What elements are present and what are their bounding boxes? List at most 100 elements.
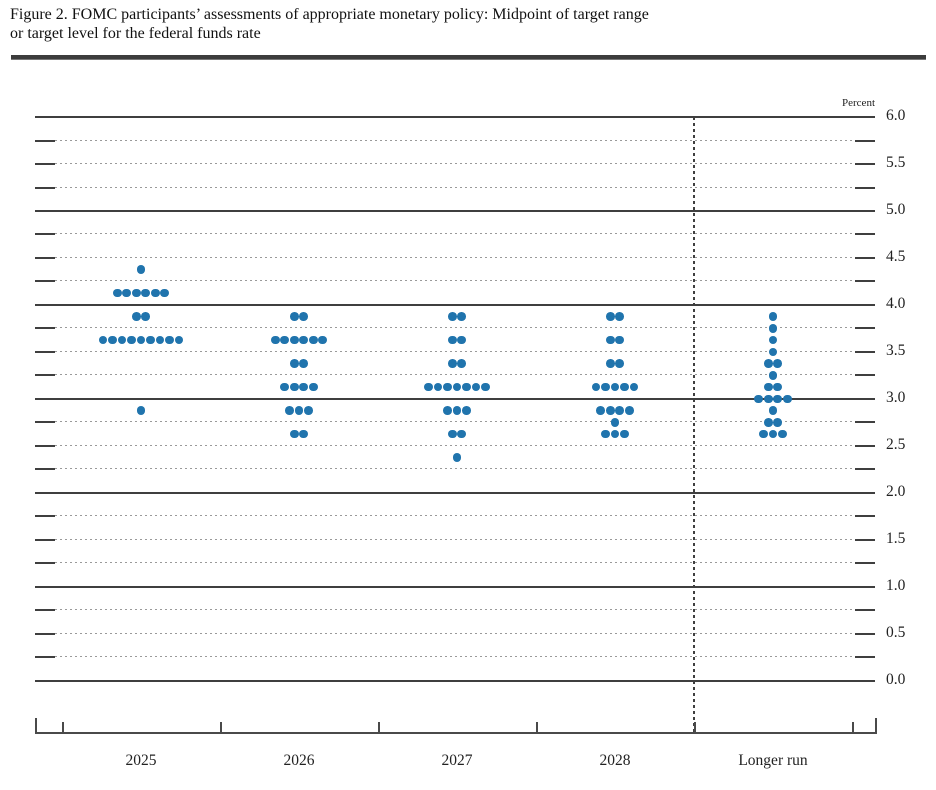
y-minor-tick-left: [35, 468, 55, 471]
fomc-dot: [768, 347, 778, 357]
x-axis-tick: [62, 722, 64, 732]
fomc-dot: [127, 335, 136, 345]
figure-title-line1: Figure 2. FOMC participants’ assessments…: [10, 6, 649, 23]
y-minor-tick-right: [855, 280, 875, 283]
fomc-dot: [605, 359, 615, 368]
fomc-dot: [754, 394, 764, 404]
fomc-dot: [610, 382, 620, 392]
figure-title-line2: or target level for the federal funds ra…: [10, 25, 261, 42]
gridline-solid: [35, 679, 875, 682]
fomc-dot: [447, 335, 457, 345]
y-minor-tick-right: [855, 327, 875, 330]
figure-title: Figure 2. FOMC participants’ assessments…: [10, 5, 910, 43]
fomc-dot: [289, 382, 299, 392]
y-minor-tick-left: [35, 139, 55, 142]
fomc-dot: [318, 335, 328, 345]
y-minor-tick-left: [35, 421, 55, 424]
fomc-dot: [112, 288, 122, 298]
fomc-dot: [763, 417, 773, 427]
fomc-dot: [174, 335, 184, 345]
gridline-dotted: [55, 656, 855, 659]
y-minor-tick-left: [35, 327, 55, 330]
fomc-dot: [299, 312, 309, 321]
x-axis-tick: [852, 722, 854, 732]
y-axis-label: 6.0: [886, 107, 906, 125]
fomc-dot: [778, 429, 787, 439]
fomc-dot: [615, 312, 625, 321]
fomc-dot: [768, 406, 778, 415]
fomc-dot: [620, 382, 629, 392]
fomc-dot: [610, 417, 620, 427]
x-axis-tick: [536, 722, 538, 732]
y-minor-tick-right: [855, 538, 875, 541]
x-category-label: 2025: [125, 752, 157, 769]
y-minor-tick-left: [35, 233, 55, 236]
x-axis-tick: [378, 722, 380, 732]
gridline-dotted: [55, 233, 855, 236]
fomc-dot: [131, 288, 141, 298]
fomc-dot: [596, 406, 606, 415]
fomc-dot: [620, 429, 629, 439]
gridline-dotted: [55, 515, 855, 518]
y-minor-tick-right: [855, 256, 875, 259]
fomc-dot: [108, 335, 117, 345]
y-axis-label: 2.0: [886, 482, 906, 500]
fomc-dot: [299, 382, 309, 392]
fomc-dot: [117, 335, 127, 345]
gridline-solid: [35, 303, 875, 306]
fomc-dot: [131, 312, 141, 321]
gridline-dotted: [55, 350, 855, 353]
fomc-dot: [782, 394, 792, 404]
fomc-dot: [601, 429, 610, 439]
fomc-dot: [763, 394, 773, 404]
gridline-dotted: [55, 632, 855, 635]
gridline-solid: [35, 491, 875, 494]
fomc-dot: [285, 406, 294, 415]
fomc-dot: [773, 359, 783, 368]
fomc-dot: [759, 429, 768, 439]
fomc-dot: [136, 265, 146, 274]
fomc-dot: [136, 406, 146, 415]
fomc-dot: [270, 335, 280, 345]
fomc-dot: [768, 335, 778, 345]
fomc-dot: [457, 335, 467, 345]
y-minor-tick-left: [35, 515, 55, 518]
gridline-solid: [35, 585, 875, 588]
fomc-dot: [763, 359, 773, 368]
x-axis-tick: [694, 722, 696, 732]
fomc-dot: [773, 382, 783, 392]
fomc-dot: [289, 359, 299, 368]
gridline-dotted: [55, 327, 855, 330]
fomc-dot: [294, 406, 304, 415]
y-axis-unit-label: Percent: [842, 97, 875, 109]
fomc-dot: [447, 429, 457, 439]
fomc-dot: [433, 382, 443, 392]
x-axis-endcap-right: [875, 718, 877, 732]
fomc-dot: [773, 417, 783, 427]
y-minor-tick-left: [35, 656, 55, 659]
fomc-dot: [447, 312, 457, 321]
fomc-dot: [308, 382, 318, 392]
gridline-dotted: [55, 609, 855, 612]
fomc-dot: [481, 382, 490, 392]
gridline-dotted: [55, 421, 855, 424]
y-minor-tick-right: [855, 139, 875, 142]
y-minor-tick-right: [855, 656, 875, 659]
fomc-dot: [457, 429, 467, 439]
fomc-dot: [615, 359, 625, 368]
y-axis-label: 4.5: [886, 247, 906, 265]
gridline-dotted: [55, 444, 855, 447]
y-axis-label: 5.0: [886, 201, 906, 218]
y-minor-tick-right: [855, 468, 875, 471]
gridline-dotted: [55, 468, 855, 471]
fomc-dot: [768, 312, 778, 321]
fomc-dot: [629, 382, 639, 392]
y-minor-tick-right: [855, 233, 875, 236]
y-minor-tick-left: [35, 256, 55, 259]
fomc-dot: [299, 429, 309, 439]
fomc-dot: [452, 382, 462, 392]
y-minor-tick-right: [855, 350, 875, 353]
fomc-dot: [471, 382, 481, 392]
x-category-label: 2027: [441, 752, 473, 769]
